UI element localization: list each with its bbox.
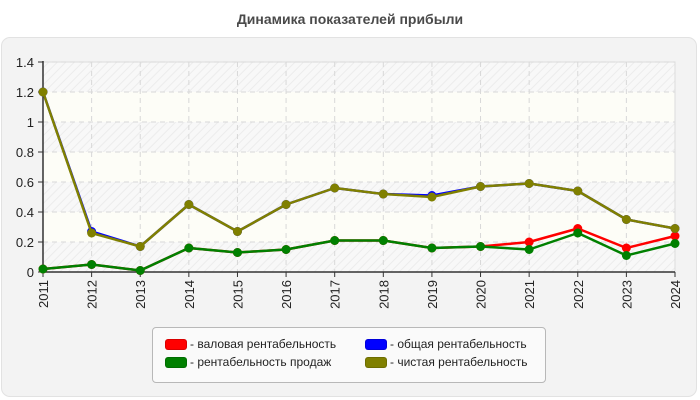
data-point	[281, 245, 291, 254]
data-point	[476, 182, 486, 191]
data-point	[524, 237, 534, 247]
svg-text:2018: 2018	[376, 280, 391, 309]
svg-text:2011: 2011	[36, 280, 51, 308]
svg-text:2013: 2013	[133, 280, 148, 309]
legend-item-net: - чистая рентабельность	[365, 355, 527, 369]
svg-text:1: 1	[27, 115, 34, 130]
data-point	[87, 228, 97, 238]
svg-text:2016: 2016	[279, 280, 294, 309]
data-point	[232, 227, 242, 236]
data-point	[621, 215, 631, 224]
svg-text:1.2: 1.2	[16, 85, 34, 100]
data-point	[184, 200, 194, 209]
svg-text:0: 0	[27, 265, 34, 280]
data-point	[670, 239, 680, 248]
data-point	[378, 236, 388, 245]
data-point	[330, 236, 340, 245]
chart-title: Динамика показателей прибыли	[236, 11, 464, 27]
data-point	[621, 243, 631, 253]
series-line	[41, 91, 676, 248]
svg-text:0.2: 0.2	[16, 235, 34, 250]
svg-text:2014: 2014	[182, 280, 197, 309]
data-point	[87, 260, 97, 269]
legend-swatch-red	[165, 338, 187, 350]
data-point	[670, 231, 680, 241]
data-point	[378, 189, 388, 199]
data-point	[38, 264, 48, 274]
legend-label: - чистая рентабельность	[390, 355, 528, 369]
data-point	[427, 243, 437, 253]
data-point	[621, 251, 631, 260]
svg-text:2012: 2012	[85, 280, 100, 309]
svg-text:2022: 2022	[571, 280, 586, 309]
legend-swatch-olive	[365, 356, 387, 368]
legend-label: - рентабельность продаж	[190, 355, 332, 369]
data-point	[281, 200, 291, 209]
chart-legend: - валовая рентабельность - общая рентабе…	[152, 327, 546, 383]
data-point	[524, 245, 534, 254]
svg-text:2015: 2015	[230, 280, 245, 309]
legend-label: - валовая рентабельность	[190, 337, 337, 351]
data-point	[524, 179, 534, 188]
svg-text:2021: 2021	[522, 280, 537, 309]
data-point	[670, 224, 680, 233]
svg-text:1.4: 1.4	[16, 55, 34, 70]
data-point	[427, 192, 437, 202]
legend-swatch-green	[165, 356, 187, 368]
data-point	[476, 242, 486, 251]
legend-item-gross: - валовая рентабельность	[165, 337, 336, 351]
data-point	[38, 87, 48, 97]
svg-text:0.6: 0.6	[16, 175, 34, 190]
data-point	[573, 228, 583, 238]
legend-item-sales: - рентабельность продаж	[165, 355, 331, 369]
svg-text:0.4: 0.4	[16, 205, 34, 220]
data-point	[184, 243, 194, 253]
data-point	[573, 186, 583, 196]
legend-item-total: - общая рентабельность	[365, 337, 527, 351]
svg-text:2017: 2017	[328, 280, 343, 309]
svg-text:2019: 2019	[425, 280, 440, 309]
svg-text:2020: 2020	[474, 280, 489, 309]
data-point	[232, 248, 242, 257]
data-point	[330, 183, 340, 193]
series-line	[42, 231, 676, 272]
svg-text:0.8: 0.8	[16, 145, 34, 160]
svg-text:2023: 2023	[619, 280, 634, 309]
legend-label: - общая рентабельность	[390, 337, 527, 351]
legend-swatch-blue	[365, 338, 387, 350]
svg-text:2024: 2024	[668, 280, 683, 309]
data-point	[135, 266, 145, 275]
data-point	[135, 242, 145, 251]
